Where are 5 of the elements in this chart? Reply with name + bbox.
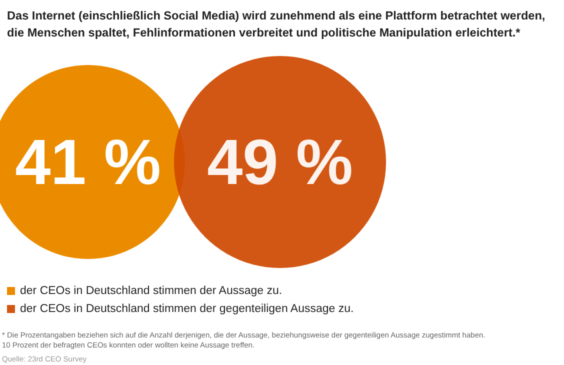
legend-label: der CEOs in Deutschland stimmen der Aussage zu. bbox=[20, 285, 282, 297]
data-label: 49 % bbox=[207, 126, 353, 198]
legend-label: der CEOs in Deutschland stimmen der gegenteiligen Aussage zu. bbox=[20, 303, 354, 315]
data-label: 41 % bbox=[15, 126, 161, 198]
text: Das Internet (einschließlich Social Media) wird zunehmend als eine Plattform betrachtet werden, die Menschen spaltet, Fehlinformationen verbreitet und politische Manipulation erleichtert.* bbox=[7, 8, 546, 40]
